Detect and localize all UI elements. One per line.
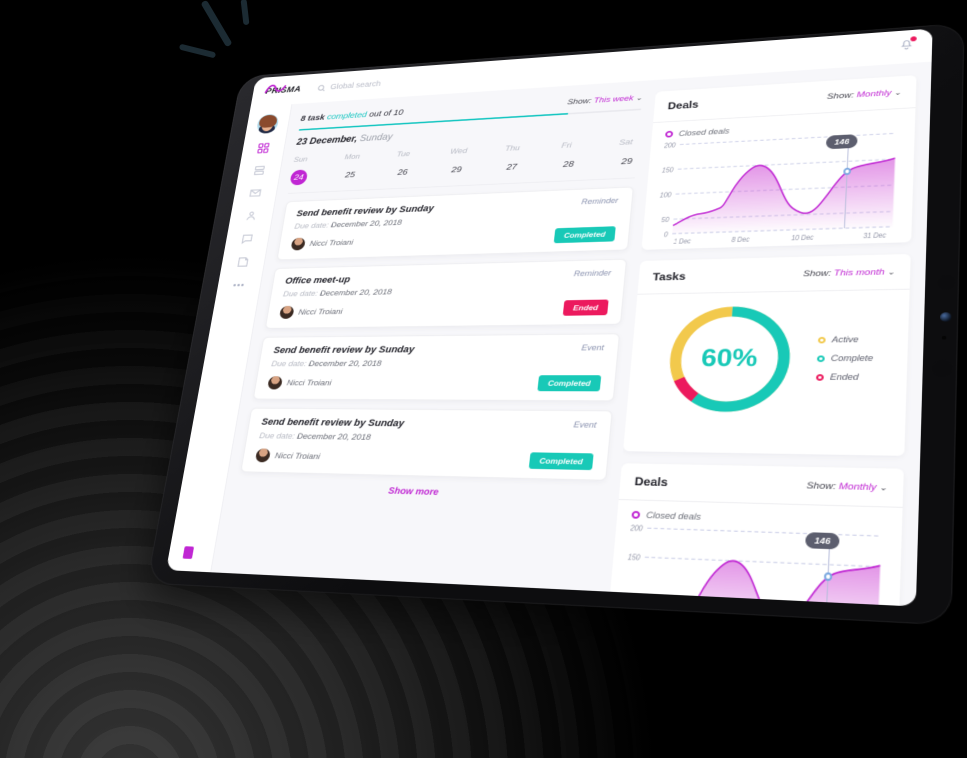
svg-text:150: 150 [661, 167, 674, 175]
svg-text:10 Dec: 10 Dec [791, 234, 814, 243]
svg-text:60%: 60% [700, 344, 758, 372]
svg-text:50: 50 [661, 217, 670, 225]
svg-text:31 Dec: 31 Dec [863, 232, 887, 241]
svg-text:0: 0 [664, 231, 670, 239]
svg-text:100: 100 [659, 192, 672, 200]
svg-text:8 Dec: 8 Dec [731, 236, 750, 244]
svg-text:200: 200 [628, 525, 644, 534]
svg-text:1 Dec: 1 Dec [673, 238, 691, 246]
svg-text:150: 150 [627, 554, 641, 563]
svg-text:200: 200 [662, 142, 676, 150]
